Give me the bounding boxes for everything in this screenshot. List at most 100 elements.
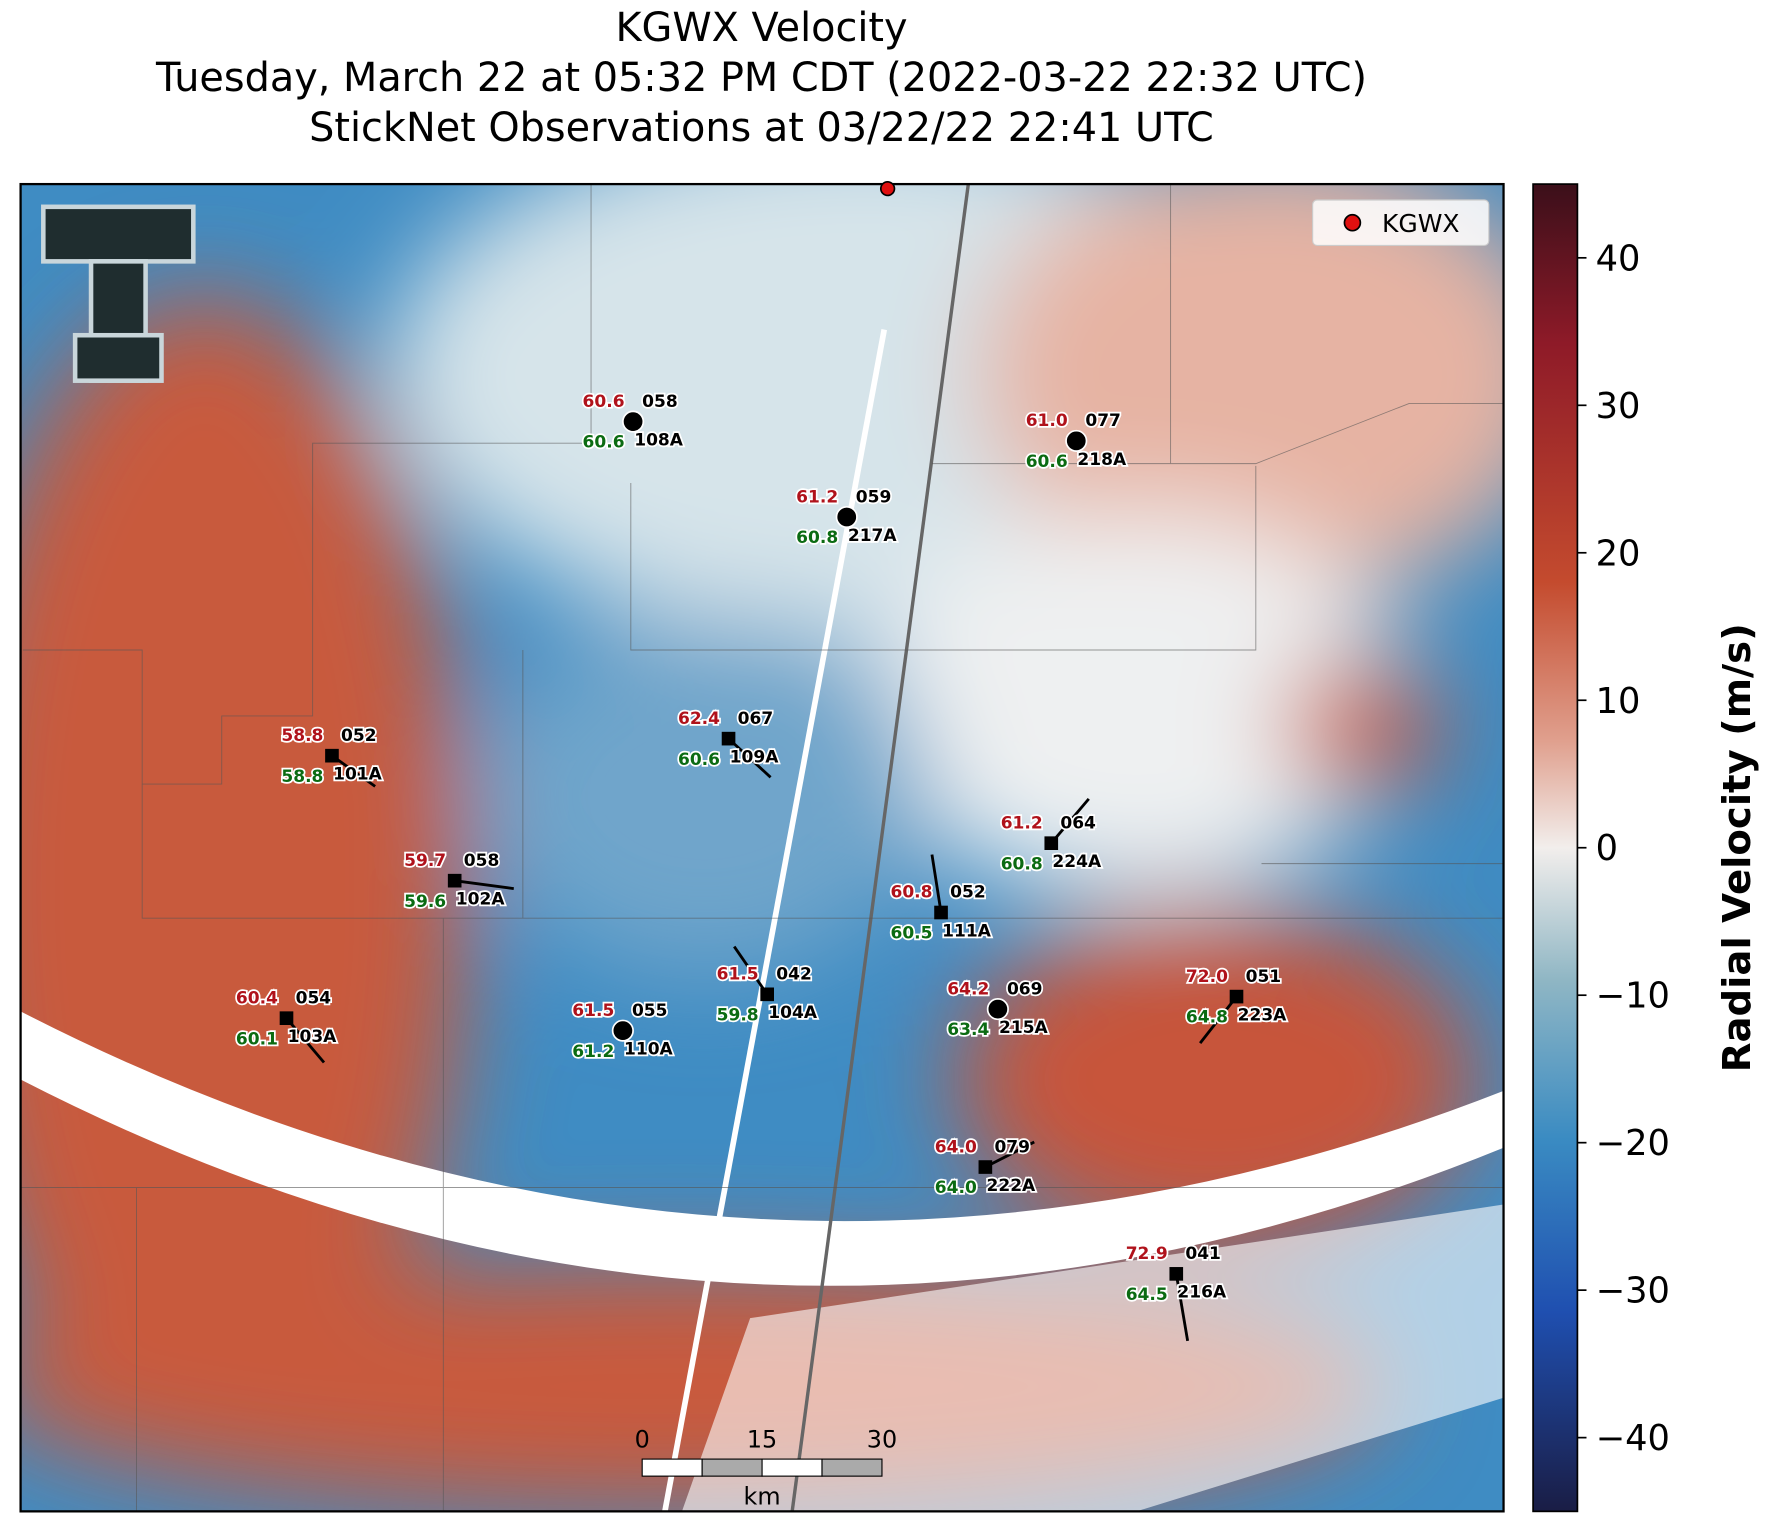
temperature: 61.5: [717, 965, 759, 985]
temperature: 60.8: [890, 883, 932, 903]
colorbar-tick-label: 40: [1596, 238, 1641, 279]
dewpoint: 60.1: [236, 1029, 278, 1049]
station-marker: [1229, 989, 1244, 1004]
station: 61.5 042 59.8 104A: [715, 945, 820, 1027]
wind-barb: [454, 879, 514, 891]
wind-barb: [930, 854, 943, 913]
colorbar-label: Radial Velocity (m/s): [1715, 623, 1760, 1072]
wind-barb: [1174, 1273, 1190, 1342]
station: 62.4 067 60.6 109A: [676, 707, 781, 779]
station-marker: [760, 987, 774, 1002]
temperature: 60.4: [236, 988, 278, 1008]
wind-barb: [727, 737, 772, 779]
station-code: 041: [1185, 1244, 1221, 1264]
scale-bar: 0 15 30 km: [635, 1426, 898, 1511]
subtitle: StickNet Observations at 03/22/22 22:41 …: [309, 105, 1214, 151]
station-code: 069: [1007, 979, 1043, 999]
dewpoint: 64.5: [1126, 1285, 1168, 1305]
station-code: 064: [1060, 813, 1096, 833]
temperature: 62.4: [678, 709, 720, 729]
station-code: 058: [464, 851, 500, 871]
station-id: 216A: [1177, 1283, 1227, 1303]
legend: KGWX: [1312, 199, 1490, 247]
dewpoint: 64.8: [1186, 1008, 1228, 1028]
station-id: 108A: [634, 430, 684, 450]
station-code: 052: [950, 883, 986, 903]
legend-label: KGWX: [1382, 209, 1460, 238]
station: 61.0 077 60.6 218A: [1024, 409, 1129, 473]
station-id: 218A: [1077, 450, 1127, 470]
station: 61.5 055 61.2 110A: [571, 999, 676, 1063]
station-marker: [835, 505, 858, 529]
wind-barb: [984, 1140, 1035, 1169]
dewpoint: 60.8: [1001, 854, 1043, 874]
station: 64.2 069 63.4 215A: [946, 978, 1051, 1042]
scale-tick-label: 15: [747, 1426, 777, 1454]
station-marker: [721, 731, 736, 746]
station-id: 110A: [624, 1040, 674, 1060]
dewpoint: 63.4: [947, 1020, 989, 1040]
station-marker: [447, 873, 462, 888]
station: 61.2 064 60.8 224A: [999, 797, 1104, 876]
temperature: 58.8: [281, 726, 323, 746]
station: 64.0 079 64.0 222A: [933, 1136, 1038, 1200]
station-id: 103A: [288, 1027, 338, 1047]
temperature: 72.9: [1126, 1244, 1168, 1264]
station-marker: [325, 748, 339, 763]
subtitle: Tuesday, March 22 at 05:32 PM CDT (2022-…: [155, 55, 1367, 101]
station-id: 109A: [730, 748, 780, 768]
temperature: 61.5: [572, 1001, 614, 1021]
station: 72.0 051 64.8 223A: [1184, 965, 1289, 1045]
station: 72.9 041 64.5 216A: [1124, 1242, 1229, 1342]
stations: 60.6 058 60.6 108A 61.0 077 60.6 218A 61.2 059 60.…: [234, 390, 1289, 1342]
colorbar-tick-label: 10: [1596, 681, 1641, 722]
temperature: 64.0: [935, 1137, 977, 1157]
temperature: 60.6: [583, 392, 625, 412]
temperature: 72.0: [1186, 967, 1228, 987]
station-marker: [279, 1011, 294, 1025]
map-frame: [19, 182, 1505, 1513]
station: 60.6 058 60.6 108A: [581, 390, 686, 454]
dewpoint: 58.8: [281, 767, 323, 787]
station-code: 067: [738, 709, 774, 729]
colorbar-tick-label: 30: [1596, 386, 1641, 427]
dewpoint: 61.2: [572, 1042, 614, 1062]
wind-barb: [733, 945, 769, 996]
station-marker: [611, 1019, 634, 1042]
temperature: 61.2: [796, 487, 838, 507]
colorbar: [1532, 183, 1579, 1513]
station-marker: [986, 998, 1009, 1021]
station-id: 223A: [1238, 1005, 1288, 1025]
temperature: 61.0: [1026, 411, 1068, 431]
wind-barb: [331, 754, 376, 788]
dewpoint: 60.6: [583, 433, 625, 453]
colorbar-tick-label: −30: [1596, 1271, 1670, 1312]
dewpoint: 60.6: [1026, 452, 1068, 472]
scale-unit: km: [744, 1483, 781, 1511]
station-marker: [622, 410, 645, 433]
station-id: 111A: [942, 921, 992, 941]
colorbar-tick-label: 20: [1596, 533, 1641, 574]
scale-segment: [821, 1458, 883, 1477]
station: 60.8 052 60.5 111A: [889, 854, 993, 945]
station-id: 217A: [848, 526, 898, 546]
colorbar-tick-label: 0: [1596, 828, 1618, 869]
station-marker: [934, 905, 948, 920]
station-code: 052: [341, 726, 377, 746]
title: KGWX Velocity: [615, 5, 907, 51]
station-code: 055: [632, 1001, 668, 1021]
station-code: 058: [642, 392, 678, 412]
station: 60.4 054 60.1 103A: [234, 987, 339, 1064]
station-id: 102A: [456, 890, 506, 910]
wind-barb: [285, 1017, 326, 1064]
station-marker: [1044, 836, 1059, 850]
colorbar-tick-label: −20: [1596, 1123, 1670, 1164]
scale-segment: [761, 1458, 823, 1477]
dewpoint: 60.5: [890, 924, 932, 944]
station-marker: [1169, 1267, 1184, 1281]
dewpoint: 64.0: [935, 1178, 977, 1198]
colorbar-tick-label: −10: [1596, 976, 1670, 1017]
station: 61.2 059 60.8 217A: [794, 486, 899, 550]
dewpoint: 59.8: [717, 1005, 759, 1025]
